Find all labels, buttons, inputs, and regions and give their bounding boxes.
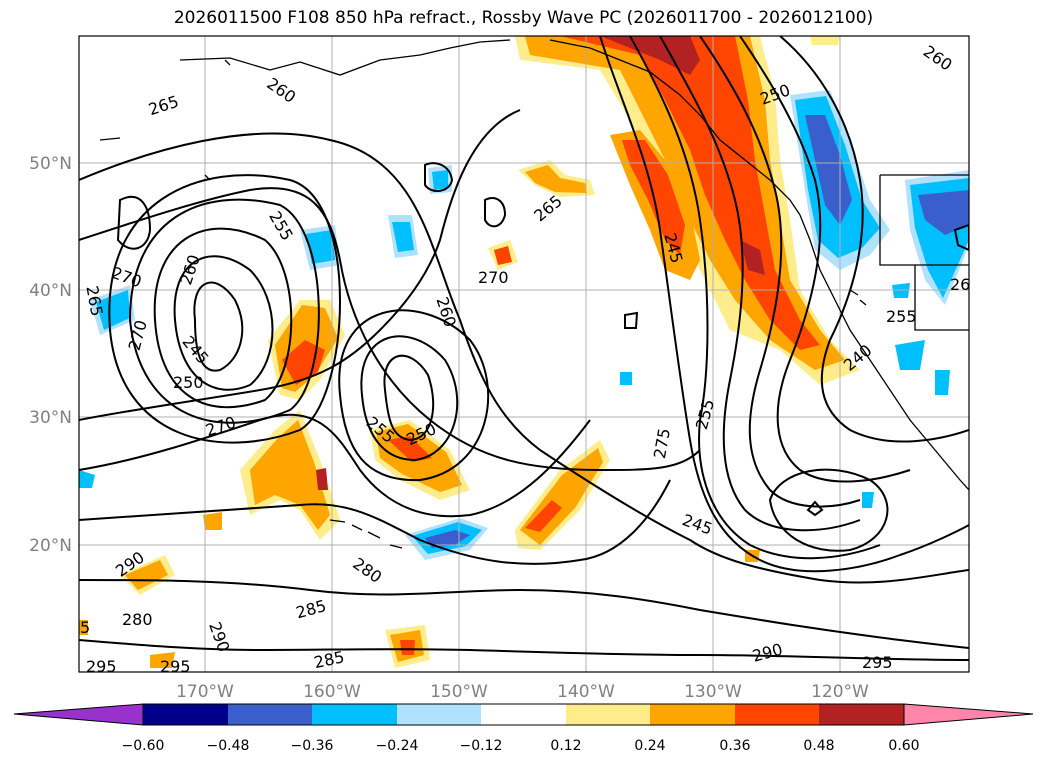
lon-label: 170°W [176,682,234,702]
colorbar-tick-label: 0.36 [719,738,750,754]
colorbar-tick-label: 0.48 [803,738,834,754]
contour-label: 280 [122,610,153,629]
coastlines [99,39,969,549]
map-frame [78,35,970,673]
colorbar-bin [397,704,481,725]
lat-label: 30°N [29,408,72,428]
colorbar-bin [228,704,312,725]
contour-label: 295 [160,657,191,676]
contour-label: 250 [173,373,204,392]
lon-label: 120°W [811,682,869,702]
lat-label: 20°N [29,536,72,556]
contour-labels: 265 260 255 260 270 265 270 245 250 270 … [80,42,970,676]
contour-label: 26 [950,275,970,294]
contour-label: 255 [886,307,917,326]
colorbar-bin [143,704,228,725]
map-title: 2026011500 F108 850 hPa refract., Rossby… [173,8,874,28]
colorbar-tick-label: 0.12 [550,738,581,754]
colorbar-bin [481,704,566,725]
contour-label: 5 [80,618,90,637]
colorbar-tick-label: −0.48 [207,738,250,754]
colorbar-extend-min [13,703,144,726]
lat-label: 50°N [29,154,72,174]
contours [79,36,969,661]
colorbar-tick-label: −0.24 [376,738,419,754]
colorbar-bin [735,704,819,725]
colorbar-tick-label: 0.24 [634,738,665,754]
latitude-labels: 50°N 40°N 30°N 20°N [29,154,72,556]
colorbar-tick-label: −0.60 [122,738,165,754]
lon-label: 140°W [557,682,615,702]
contour-label: 270 [478,268,509,287]
colorbar-tick-label: −0.36 [291,738,334,754]
colorbar-tick-label: 0.60 [888,738,919,754]
contour-label: 295 [86,657,117,676]
colorbar-bin [819,704,904,725]
colorbar-bin [566,704,650,725]
longitude-labels: 170°W 160°W 150°W 140°W 130°W 120°W [176,682,869,702]
lon-label: 150°W [430,682,488,702]
lon-label: 160°W [303,682,361,702]
lon-label: 130°W [684,682,742,702]
colorbar-extend-max [903,703,1034,726]
colorbar: −0.60 −0.48 −0.36 −0.24 −0.12 0.12 0.24 … [13,703,1034,754]
colorbar-tick-label: −0.12 [460,738,503,754]
contour-label: 295 [862,653,893,672]
colorbar-bin [312,704,397,725]
colorbar-bin [650,704,735,725]
graticule [79,36,969,672]
lat-label: 40°N [29,281,72,301]
